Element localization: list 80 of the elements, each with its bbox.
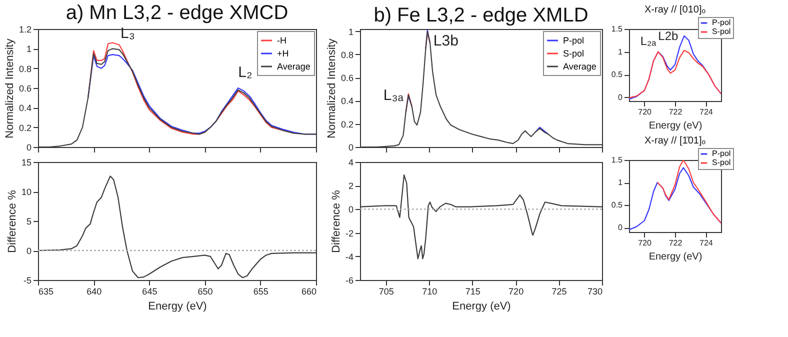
y-tick-label: 0.5: [611, 200, 624, 210]
y-tick-label: -4: [345, 252, 354, 262]
x-tick-label: 715: [465, 286, 480, 296]
x-tick-label: 650: [198, 286, 213, 296]
x-tick-label: 720: [638, 238, 652, 248]
x-axis-title: Energy (eV): [648, 120, 702, 132]
annotation: L₂ₐ: [640, 34, 657, 48]
x-tick-label: 720: [638, 108, 652, 116]
y-tick-label: 0: [348, 142, 354, 152]
annotation: L3b: [433, 32, 458, 50]
legend-label: P-pol: [712, 18, 731, 27]
y-axis-title: Normalized Intensity: [4, 38, 16, 138]
y-axis-title: Difference %: [6, 190, 18, 253]
legend-label: S-pol: [712, 27, 731, 36]
y-tick-label: 10: [21, 187, 32, 197]
y-tick-label: 1: [26, 44, 32, 54]
y-tick-label: 0.8: [340, 50, 354, 60]
chart-title: X-ray // [1̄01]ₒ: [644, 136, 706, 146]
x-tick-label: 720: [508, 286, 524, 296]
x-tick-label: 725: [552, 286, 567, 296]
y-tick-label: 0: [618, 223, 624, 232]
x-tick-label: 640: [86, 286, 102, 296]
x-tick-label: 705: [378, 286, 394, 296]
x-tick-label: 722: [668, 238, 683, 248]
y-tick-label: 1: [348, 26, 354, 37]
y-tick-label: 0.8: [18, 64, 32, 74]
y-tick-label: 1: [618, 178, 624, 187]
y-tick-label: 0.4: [18, 103, 32, 114]
line-series: [38, 48, 316, 147]
legend-label: S-pol: [563, 48, 584, 58]
legend-label: P-pol: [563, 36, 584, 46]
y-tick-label: 1.5: [611, 24, 624, 34]
legend-label: -H: [277, 36, 286, 46]
y-tick-label: 0: [618, 92, 624, 102]
chart-title: a) Mn L3,2 - edge XMCD: [66, 2, 288, 24]
y-tick-label: -2: [345, 228, 354, 238]
x-tick-label: 645: [142, 286, 158, 296]
y-tick-label: 0: [26, 142, 32, 152]
y-tick-label: 2: [348, 181, 354, 192]
annotation: L₃ₐ: [383, 86, 404, 104]
chart-title: X-ray // [010]ₒ: [644, 4, 706, 16]
y-tick-label: 0.6: [340, 73, 354, 84]
x-axis-title: Energy (eV): [148, 300, 207, 312]
x-tick-label: 635: [38, 286, 54, 296]
x-tick-label: 722: [668, 108, 683, 116]
legend-label: P-pol: [712, 149, 731, 158]
y-tick-label: 4: [348, 158, 354, 168]
y-tick-label: 15: [21, 158, 32, 168]
x-tick-label: 730: [587, 286, 602, 296]
y-tick-label: 0.5: [611, 70, 624, 80]
x-tick-label: 724: [699, 238, 714, 248]
annotation: L₃: [120, 24, 135, 42]
legend-label: S-pol: [712, 158, 731, 167]
y-tick-label: 5: [26, 216, 32, 226]
x-tick-label: 710: [422, 286, 438, 296]
y-tick-label: 0: [26, 246, 32, 256]
y-tick-label: 0.2: [18, 122, 32, 133]
x-axis-title: Energy (eV): [452, 300, 511, 312]
y-tick-label: 0.4: [340, 96, 354, 106]
y-tick-label: 1.5: [611, 156, 624, 164]
chart-title: b) Fe L3,2 - edge XMLD: [374, 4, 588, 26]
y-tick-label: 0.2: [340, 119, 354, 130]
legend-label: Average: [563, 62, 596, 72]
y-tick-label: -5: [23, 276, 32, 286]
legend-label: +H: [277, 48, 289, 58]
annotation: L₂: [238, 64, 252, 81]
y-tick-label: 0: [348, 204, 354, 215]
y-tick-label: -6: [345, 276, 354, 286]
x-tick-label: 655: [253, 286, 268, 296]
y-tick-label: 1: [618, 47, 624, 56]
x-tick-label: 660: [301, 286, 316, 296]
annotation: L2b: [658, 28, 679, 43]
y-axis-title: Normalized Intensity: [326, 38, 338, 138]
y-tick-label: 1.2: [18, 24, 32, 34]
x-axis-title: Energy (eV): [648, 252, 702, 262]
y-axis-title: Difference %: [330, 190, 342, 253]
line-series: [629, 50, 721, 98]
legend-label: Average: [277, 62, 310, 72]
x-tick-label: 724: [699, 108, 714, 116]
y-tick-label: 0.6: [18, 84, 32, 94]
